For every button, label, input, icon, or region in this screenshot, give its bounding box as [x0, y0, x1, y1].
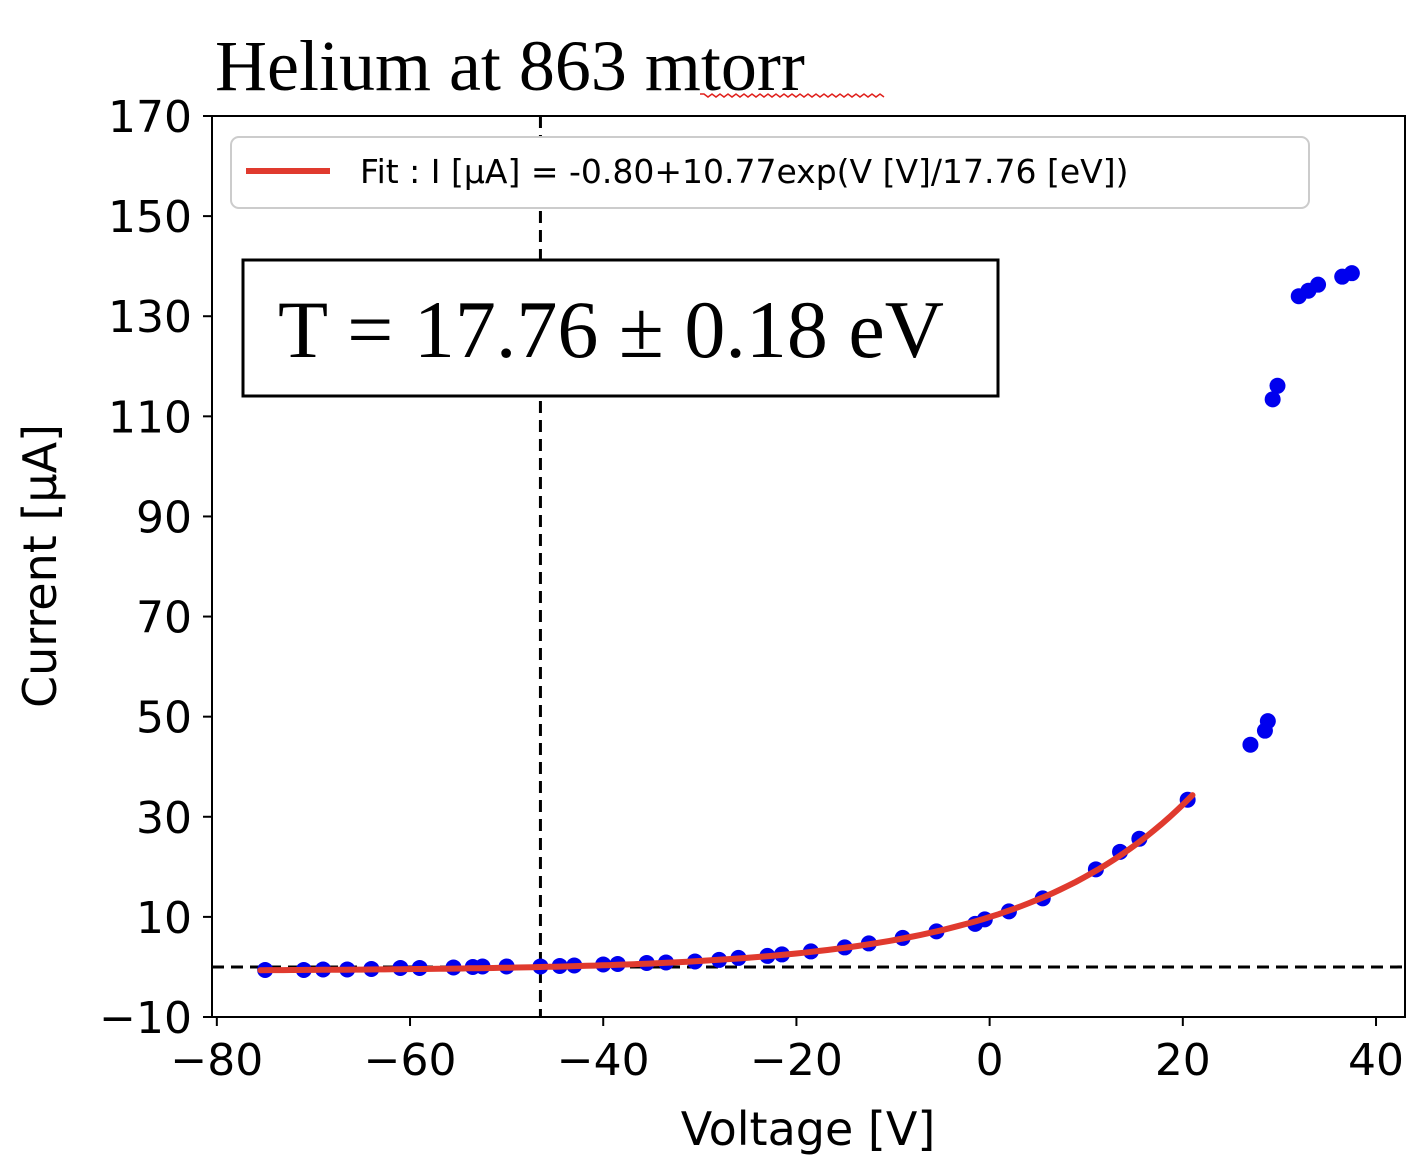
data-point	[1343, 265, 1360, 282]
spell-check-underline	[700, 93, 885, 98]
y-tick-label: 10	[136, 893, 192, 944]
y-axis-label: Current [μA]	[13, 424, 67, 708]
y-axis: −10 10 30 50 70 90 110 130 150 170	[99, 92, 212, 1044]
y-tick-label: 110	[108, 392, 192, 443]
x-tick-label: 40	[1348, 1035, 1404, 1086]
x-tick-label: −40	[557, 1035, 650, 1086]
legend-box	[230, 136, 1310, 209]
fit-curve	[257, 792, 1196, 974]
x-tick-label: −20	[750, 1035, 843, 1086]
annotation-text: T = 17.76 ± 0.18 eV	[278, 284, 944, 375]
x-tick-label: −60	[364, 1035, 457, 1086]
data-point	[1242, 736, 1259, 753]
plot-area	[211, 115, 1406, 1018]
x-tick-label: 0	[976, 1035, 1004, 1086]
x-axis: −80 −60 −40 −20 0 20 40	[170, 1017, 1404, 1086]
y-tick-label: 150	[108, 192, 192, 243]
legend: Fit : I [μA] = -0.80+10.77exp(V [V]/17.7…	[230, 136, 1310, 209]
data-point	[1310, 276, 1327, 293]
y-tick-label: 30	[136, 793, 192, 844]
legend-label: Fit : I [μA] = -0.80+10.77exp(V [V]/17.7…	[360, 152, 1129, 191]
x-axis-label: Voltage [V]	[681, 1102, 936, 1156]
y-tick-label: 130	[108, 292, 192, 343]
y-tick-label: 170	[108, 92, 192, 143]
data-point	[1269, 377, 1286, 394]
y-tick-label: 90	[136, 492, 192, 543]
data-point	[1264, 391, 1281, 408]
temperature-annotation: T = 17.76 ± 0.18 eV	[241, 258, 1000, 398]
y-tick-label: 50	[136, 693, 192, 744]
y-tick-label: 70	[136, 593, 192, 644]
x-tick-label: 20	[1155, 1035, 1211, 1086]
data-point	[1259, 713, 1276, 730]
x-tick-label: −80	[170, 1035, 263, 1086]
y-tick-label: −10	[99, 993, 192, 1044]
chart-title: Helium at 863 mtorr	[215, 26, 805, 106]
annotation-box	[241, 258, 1000, 398]
